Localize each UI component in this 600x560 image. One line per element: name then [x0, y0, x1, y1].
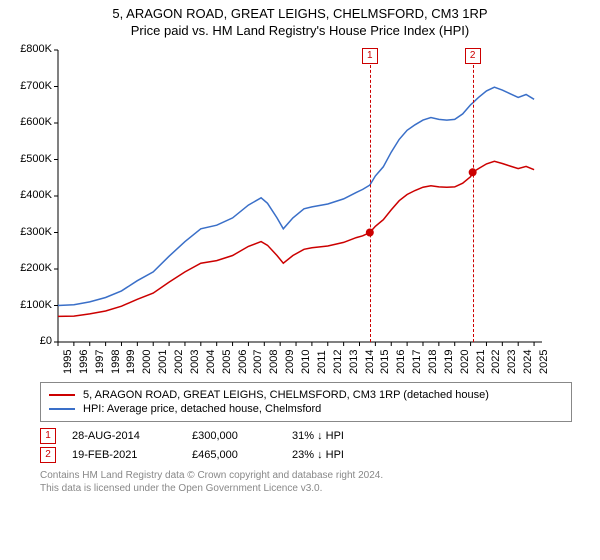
sale-index-box: 2 — [40, 447, 56, 463]
x-axis-label: 2005 — [221, 350, 233, 374]
x-axis-label: 2017 — [411, 350, 423, 374]
x-axis-label: 2022 — [490, 350, 502, 374]
x-axis-label: 2021 — [475, 350, 487, 374]
x-axis-label: 2006 — [237, 350, 249, 374]
sale-row: 2 19-FEB-2021£465,00023% ↓ HPI — [40, 447, 572, 463]
sale-price: £465,000 — [192, 449, 292, 461]
y-axis-label: £400K — [10, 189, 52, 201]
sale-index-box: 1 — [40, 428, 56, 444]
x-axis-label: 2025 — [538, 350, 550, 374]
y-axis-label: £0 — [10, 335, 52, 347]
sale-delta: 31% ↓ HPI — [292, 430, 412, 442]
x-axis-label: 2024 — [522, 350, 534, 374]
x-axis-label: 2010 — [300, 350, 312, 374]
footer-attribution: Contains HM Land Registry data © Crown c… — [40, 469, 572, 495]
y-axis-label: £200K — [10, 262, 52, 274]
x-axis-label: 2008 — [268, 350, 280, 374]
chart-svg — [10, 44, 550, 374]
title-address: 5, ARAGON ROAD, GREAT LEIGHS, CHELMSFORD… — [0, 6, 600, 21]
marker-line — [370, 50, 371, 342]
x-axis-label: 1995 — [62, 350, 74, 374]
chart-area: £0 £100K £200K £300K £400K £500K £600K £700K £80… — [10, 44, 550, 374]
x-axis-label: 2016 — [395, 350, 407, 374]
y-axis-label: £800K — [10, 43, 52, 55]
title-subtitle: Price paid vs. HM Land Registry's House … — [0, 23, 600, 38]
footer-line-2: This data is licensed under the Open Gov… — [40, 482, 572, 495]
x-axis-label: 2009 — [284, 350, 296, 374]
footer-line-1: Contains HM Land Registry data © Crown c… — [40, 469, 572, 482]
x-axis-label: 2013 — [348, 350, 360, 374]
legend-row: HPI: Average price, detached house, Chel… — [49, 403, 563, 415]
x-axis-label: 1996 — [78, 350, 90, 374]
legend-swatch — [49, 394, 75, 396]
y-axis-label: £100K — [10, 299, 52, 311]
sale-price: £300,000 — [192, 430, 292, 442]
x-axis-label: 2002 — [173, 350, 185, 374]
x-axis-label: 2023 — [506, 350, 518, 374]
marker-box: 1 — [362, 48, 378, 64]
x-axis-label: 2018 — [427, 350, 439, 374]
series-property — [58, 161, 534, 316]
x-axis-label: 1997 — [94, 350, 106, 374]
sale-date: 19-FEB-2021 — [72, 449, 192, 461]
legend-label: HPI: Average price, detached house, Chel… — [83, 403, 321, 415]
x-axis-label: 2003 — [189, 350, 201, 374]
x-axis-label: 2004 — [205, 350, 217, 374]
x-axis-label: 2001 — [157, 350, 169, 374]
y-axis-label: £600K — [10, 116, 52, 128]
x-axis-label: 2011 — [316, 350, 328, 374]
x-axis-label: 2014 — [364, 350, 376, 374]
marker-box: 2 — [465, 48, 481, 64]
y-axis-label: £700K — [10, 80, 52, 92]
y-axis-label: £500K — [10, 153, 52, 165]
x-axis-label: 2007 — [252, 350, 264, 374]
y-axis-label: £300K — [10, 226, 52, 238]
x-axis-label: 2000 — [141, 350, 153, 374]
x-axis-label: 1998 — [110, 350, 122, 374]
x-axis-label: 2019 — [443, 350, 455, 374]
x-axis-label: 2012 — [332, 350, 344, 374]
sale-row: 1 28-AUG-2014£300,00031% ↓ HPI — [40, 428, 572, 444]
legend-swatch — [49, 408, 75, 410]
x-axis-label: 1999 — [125, 350, 137, 374]
x-axis-label: 2015 — [379, 350, 391, 374]
x-axis-label: 2020 — [459, 350, 471, 374]
chart-titles: 5, ARAGON ROAD, GREAT LEIGHS, CHELMSFORD… — [0, 0, 600, 40]
legend-box: 5, ARAGON ROAD, GREAT LEIGHS, CHELMSFORD… — [40, 382, 572, 422]
marker-line — [473, 50, 474, 342]
sale-delta: 23% ↓ HPI — [292, 449, 412, 461]
series-hpi — [58, 87, 534, 305]
legend-label: 5, ARAGON ROAD, GREAT LEIGHS, CHELMSFORD… — [83, 389, 489, 401]
legend-row: 5, ARAGON ROAD, GREAT LEIGHS, CHELMSFORD… — [49, 389, 563, 401]
sales-table: 1 28-AUG-2014£300,00031% ↓ HPI 2 19-FEB-202… — [40, 428, 572, 463]
sale-date: 28-AUG-2014 — [72, 430, 192, 442]
